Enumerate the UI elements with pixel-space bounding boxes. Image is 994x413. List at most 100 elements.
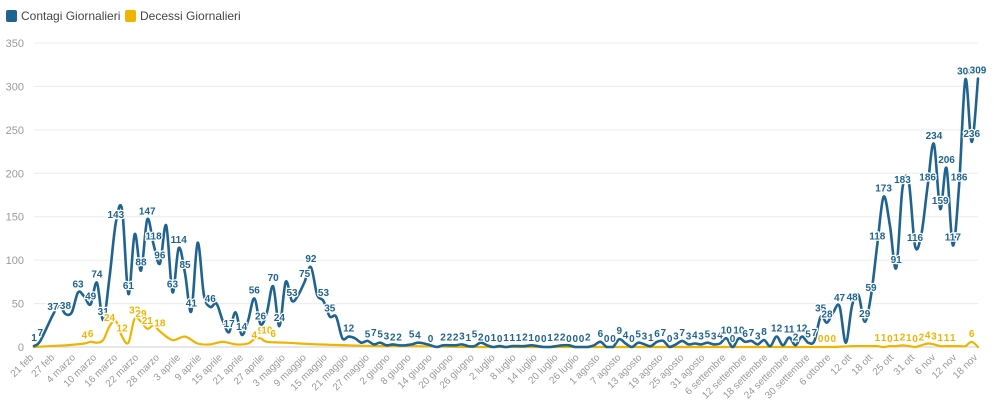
data-label-decessi: 12 xyxy=(117,324,129,335)
data-label-contagi: 5 xyxy=(635,330,641,341)
data-label-contagi: 186 xyxy=(919,172,936,183)
data-label-contagi: 53 xyxy=(318,288,330,299)
x-tick-label: 12 ott xyxy=(829,352,855,378)
data-label-contagi: 0 xyxy=(629,334,635,345)
data-label-contagi: 10 xyxy=(733,325,745,336)
data-label-contagi: 0 xyxy=(566,334,572,345)
data-label-contagi: 1 xyxy=(465,333,471,344)
data-label-contagi: 234 xyxy=(926,131,943,142)
data-label-contagi: 0 xyxy=(610,334,616,345)
data-label-decessi: 33 xyxy=(129,305,141,316)
data-label-contagi: 38 xyxy=(60,301,72,312)
data-label-contagi: 7 xyxy=(679,328,685,339)
data-label-contagi: 2 xyxy=(522,332,528,343)
data-label-contagi: 2 xyxy=(396,332,402,343)
data-label-decessi: 18 xyxy=(154,318,166,329)
data-label-decessi: 0 xyxy=(824,334,830,345)
data-label-contagi: 2 xyxy=(793,332,799,343)
data-label-contagi: 186 xyxy=(951,172,968,183)
data-label-decessi: 4 xyxy=(82,331,88,342)
data-label-contagi: 308 xyxy=(957,66,974,77)
y-tick-label: 100 xyxy=(6,255,24,267)
data-label-contagi: 63 xyxy=(167,279,179,290)
data-label-contagi: 46 xyxy=(205,294,217,305)
data-label-contagi: 7 xyxy=(371,328,377,339)
data-label-contagi: 3 xyxy=(755,331,761,342)
data-label-contagi: 8 xyxy=(761,327,767,338)
data-label-contagi: 147 xyxy=(139,206,156,217)
data-label-contagi: 1 xyxy=(547,333,553,344)
data-label-contagi: 1 xyxy=(503,333,509,344)
data-label-contagi: 11 xyxy=(784,324,795,335)
y-axis: 0 50 100 150 200 250 300 350 xyxy=(6,38,24,354)
data-label-decessi: 3 xyxy=(931,331,937,342)
data-label-decessi: 4 xyxy=(251,331,257,342)
series-line-contagi[interactable] xyxy=(32,77,980,349)
data-label-contagi: 118 xyxy=(869,232,886,243)
data-label-contagi: 4 xyxy=(415,331,421,342)
data-label-contagi: 7 xyxy=(812,328,818,339)
data-label-contagi: 63 xyxy=(72,279,84,290)
data-label-contagi: 0 xyxy=(484,334,490,345)
data-label-contagi: 56 xyxy=(249,285,261,296)
data-label-contagi: 3 xyxy=(459,331,465,342)
data-label-contagi: 1 xyxy=(528,333,534,344)
data-label-contagi: 2 xyxy=(554,332,560,343)
x-tick-label: 18 ott xyxy=(850,352,876,378)
data-label-contagi: 5 xyxy=(409,330,415,341)
legend-item-decessi[interactable]: Decessi Giornalieri xyxy=(125,9,241,23)
data-label-contagi: 14 xyxy=(236,322,248,333)
data-label-contagi: 2 xyxy=(447,332,453,343)
data-label-contagi: 35 xyxy=(815,304,827,315)
data-label-contagi: 2 xyxy=(585,332,591,343)
x-tick-label: 31 ott xyxy=(892,352,918,378)
data-label-contagi: 1 xyxy=(491,333,497,344)
series-line-decessi[interactable] xyxy=(32,316,980,349)
data-label-contagi: 0 xyxy=(535,334,541,345)
data-label-contagi: 75 xyxy=(299,269,311,280)
y-tick-label: 350 xyxy=(6,38,24,50)
data-label-decessi: 24 xyxy=(104,313,116,324)
data-label-contagi: 12 xyxy=(343,324,355,335)
series-layer xyxy=(32,77,980,349)
data-label-contagi: 49 xyxy=(85,291,97,302)
data-label-contagi: 5 xyxy=(705,330,711,341)
data-label-contagi: 41 xyxy=(186,298,198,309)
data-label-contagi: 5 xyxy=(472,330,478,341)
data-label-decessi: 0 xyxy=(887,334,893,345)
data-label-contagi: 159 xyxy=(932,196,949,207)
data-label-decessi: 1 xyxy=(944,333,950,344)
data-label-contagi: 70 xyxy=(268,273,280,284)
data-label-contagi: 48 xyxy=(847,292,859,303)
legend-label-contagi: Contagi Giornalieri xyxy=(21,9,120,23)
data-label-contagi: 28 xyxy=(821,310,833,321)
data-label-contagi: 10 xyxy=(721,325,733,336)
data-label-contagi: 24 xyxy=(274,313,286,324)
data-label-decessi: 0 xyxy=(818,334,824,345)
y-tick-label: 150 xyxy=(6,212,24,224)
data-label-contagi: 85 xyxy=(179,260,191,271)
legend-item-contagi[interactable]: Contagi Giornalieri xyxy=(6,9,120,23)
data-label-decessi: 10 xyxy=(261,325,273,336)
data-label-contagi: 117 xyxy=(945,232,962,243)
data-label-contagi: 61 xyxy=(123,281,135,292)
data-label-decessi: 0 xyxy=(830,334,836,345)
data-label-contagi: 3 xyxy=(642,331,648,342)
legend[interactable]: Contagi Giornalieri Decessi Giornalieri xyxy=(6,9,241,23)
data-label-contagi: 0 xyxy=(604,334,610,345)
data-label-contagi: 59 xyxy=(865,283,877,294)
data-label-contagi: 12 xyxy=(796,324,808,335)
legend-swatch-contagi xyxy=(6,10,17,22)
data-label-contagi: 35 xyxy=(324,304,336,315)
data-label-contagi: 3 xyxy=(698,331,704,342)
data-label-contagi: 26 xyxy=(255,311,267,322)
data-label-contagi: 4 xyxy=(692,331,698,342)
data-label-contagi: 74 xyxy=(91,270,103,281)
data-label-decessi: 2 xyxy=(919,332,925,343)
data-label-contagi: 6 xyxy=(742,329,748,340)
data-label-contagi: 1 xyxy=(648,333,654,344)
y-tick-label: 0 xyxy=(18,342,24,354)
data-label-contagi: 37 xyxy=(47,302,59,313)
data-label-decessi: 6 xyxy=(270,329,276,340)
